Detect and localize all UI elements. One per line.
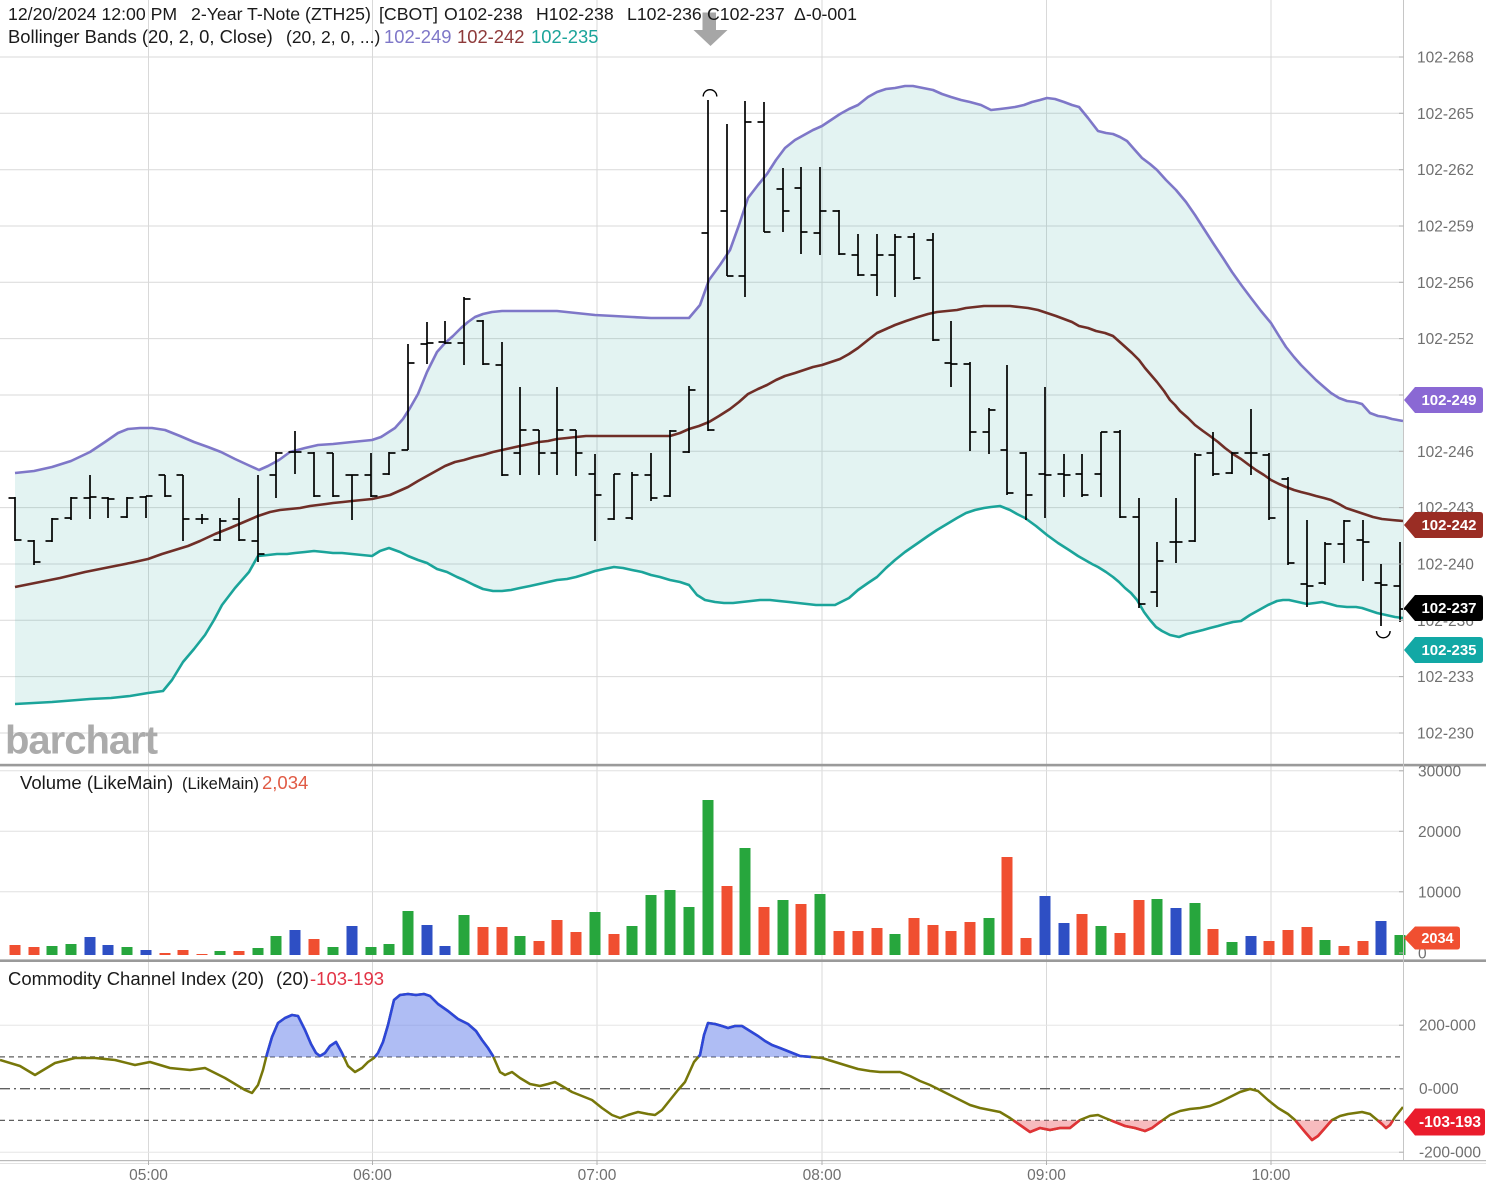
svg-text:05:00: 05:00: [129, 1167, 168, 1184]
svg-text:-103-193: -103-193: [310, 968, 384, 989]
svg-text:O102-238: O102-238: [444, 4, 523, 24]
svg-text:102-235: 102-235: [531, 26, 599, 47]
svg-text:Commodity Channel Index (20): Commodity Channel Index (20): [8, 968, 264, 989]
svg-text:Bollinger Bands (20, 2, 0, Clo: Bollinger Bands (20, 2, 0, Close): [8, 26, 273, 47]
svg-text:102-242: 102-242: [457, 26, 525, 47]
svg-text:102-237: 102-237: [1421, 600, 1476, 617]
svg-text:08:00: 08:00: [803, 1167, 842, 1184]
svg-text:102-242: 102-242: [1421, 517, 1476, 534]
svg-text:200-000: 200-000: [1419, 1018, 1476, 1035]
svg-text:(20): (20): [276, 968, 309, 989]
svg-text:-200-000: -200-000: [1419, 1145, 1481, 1162]
svg-text:102-262: 102-262: [1417, 162, 1474, 179]
svg-text:2034: 2034: [1421, 931, 1453, 947]
svg-text:102-246: 102-246: [1417, 444, 1474, 461]
svg-text:06:00: 06:00: [353, 1167, 392, 1184]
svg-text:[CBOT]: [CBOT]: [379, 4, 438, 24]
svg-text:30000: 30000: [1418, 763, 1461, 780]
svg-text:102-268: 102-268: [1417, 50, 1474, 67]
svg-text:102-233: 102-233: [1417, 669, 1474, 686]
svg-text:barchart: barchart: [5, 719, 158, 763]
svg-text:2,034: 2,034: [262, 772, 308, 793]
svg-text:(20, 2, 0, ...): (20, 2, 0, ...): [286, 27, 380, 47]
svg-text:12/20/2024 12:00 PM: 12/20/2024 12:00 PM: [8, 4, 177, 24]
svg-text:(LikeMain): (LikeMain): [182, 775, 259, 793]
svg-text:Δ-0-001: Δ-0-001: [794, 4, 857, 24]
svg-text:-103-193: -103-193: [1419, 1114, 1481, 1131]
svg-text:C102-237: C102-237: [707, 4, 785, 24]
svg-text:0: 0: [1418, 946, 1427, 963]
svg-text:Volume (LikeMain): Volume (LikeMain): [20, 772, 173, 793]
svg-text:102-230: 102-230: [1417, 726, 1474, 743]
svg-text:102-256: 102-256: [1417, 275, 1474, 292]
svg-text:09:00: 09:00: [1027, 1167, 1066, 1184]
svg-text:10:00: 10:00: [1252, 1167, 1291, 1184]
svg-text:102-259: 102-259: [1417, 219, 1474, 236]
svg-text:20000: 20000: [1418, 824, 1461, 841]
svg-text:L102-236: L102-236: [627, 4, 702, 24]
svg-text:102-235: 102-235: [1421, 642, 1476, 659]
svg-text:102-265: 102-265: [1417, 106, 1474, 123]
svg-text:2-Year T-Note (ZTH25): 2-Year T-Note (ZTH25): [191, 4, 371, 24]
svg-text:10000: 10000: [1418, 884, 1461, 901]
svg-text:102-252: 102-252: [1417, 331, 1474, 348]
svg-text:H102-238: H102-238: [536, 4, 614, 24]
svg-text:0-000: 0-000: [1419, 1081, 1459, 1098]
svg-text:102-249: 102-249: [384, 26, 452, 47]
svg-text:102-240: 102-240: [1417, 557, 1474, 574]
svg-text:102-249: 102-249: [1421, 392, 1476, 409]
svg-text:07:00: 07:00: [578, 1167, 617, 1184]
